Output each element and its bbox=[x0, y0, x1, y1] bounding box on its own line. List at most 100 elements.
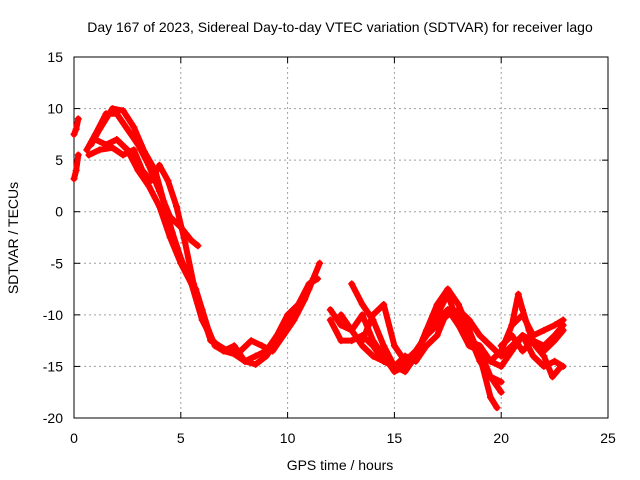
data-point bbox=[119, 107, 127, 115]
data-point bbox=[369, 342, 377, 350]
data-point bbox=[551, 357, 559, 365]
data-point bbox=[476, 331, 484, 339]
data-point bbox=[123, 146, 131, 154]
data-point bbox=[194, 242, 202, 250]
data-point bbox=[358, 301, 366, 309]
data-point bbox=[220, 347, 228, 355]
data-point bbox=[74, 115, 82, 123]
data-point bbox=[487, 393, 495, 401]
data-point bbox=[134, 166, 142, 174]
data-point bbox=[401, 368, 409, 376]
data-point bbox=[187, 237, 195, 245]
data-point bbox=[252, 352, 260, 360]
data-point bbox=[123, 125, 131, 133]
data-point bbox=[487, 342, 495, 350]
axis-ticks: 0 5 10 15 20 25 15 10 5 0 -5 -10 -15 -20 bbox=[43, 49, 616, 446]
x-tick-label: 15 bbox=[387, 430, 403, 446]
data-point bbox=[83, 146, 91, 154]
data-point bbox=[559, 326, 567, 334]
data-point bbox=[314, 275, 322, 283]
series-track-6 bbox=[91, 136, 322, 365]
y-tick-label: 10 bbox=[47, 101, 63, 117]
data-point bbox=[140, 148, 148, 156]
data-point bbox=[96, 125, 104, 133]
data-point bbox=[326, 316, 334, 324]
y-tick-label: 0 bbox=[55, 204, 63, 220]
y-tick-label: 15 bbox=[47, 49, 63, 65]
data-point bbox=[273, 331, 281, 339]
data-point bbox=[164, 177, 172, 185]
data-point bbox=[70, 130, 78, 138]
data-point bbox=[508, 321, 516, 329]
data-point bbox=[422, 342, 430, 350]
chart-title: Day 167 of 2023, Sidereal Day-to-day VTE… bbox=[87, 19, 593, 35]
x-tick-label: 0 bbox=[70, 430, 78, 446]
data-point bbox=[444, 285, 452, 293]
data-point bbox=[508, 347, 516, 355]
series-track-14 bbox=[508, 290, 565, 381]
data-point bbox=[269, 347, 277, 355]
data-point bbox=[241, 357, 249, 365]
data-series bbox=[70, 105, 567, 412]
data-point bbox=[348, 326, 356, 334]
data-point bbox=[119, 151, 127, 159]
data-point bbox=[358, 311, 366, 319]
y-tick-label: -20 bbox=[43, 410, 63, 426]
data-point bbox=[155, 161, 163, 169]
data-point bbox=[454, 301, 462, 309]
data-point bbox=[72, 125, 80, 133]
data-point bbox=[540, 326, 548, 334]
x-tick-label: 25 bbox=[600, 430, 616, 446]
y-tick-label: -10 bbox=[43, 307, 63, 323]
data-point bbox=[108, 144, 116, 152]
data-point bbox=[247, 337, 255, 345]
data-point bbox=[87, 141, 95, 149]
data-point bbox=[348, 337, 356, 345]
data-point bbox=[519, 331, 527, 339]
data-point bbox=[497, 378, 505, 386]
data-point bbox=[358, 337, 366, 345]
data-point bbox=[444, 311, 452, 319]
data-point bbox=[279, 331, 287, 339]
x-tick-label: 10 bbox=[280, 430, 296, 446]
data-point bbox=[262, 347, 270, 355]
data-point bbox=[380, 301, 388, 309]
data-point bbox=[294, 301, 302, 309]
data-point bbox=[91, 136, 99, 144]
data-point bbox=[551, 337, 559, 345]
data-point bbox=[433, 301, 441, 309]
data-point bbox=[85, 151, 93, 159]
data-point bbox=[401, 357, 409, 365]
y-axis-label: SDTVAR / TECUs bbox=[5, 182, 21, 294]
x-tick-label: 20 bbox=[493, 430, 509, 446]
data-point bbox=[540, 352, 548, 360]
data-point bbox=[72, 166, 80, 174]
data-point bbox=[155, 203, 163, 211]
data-point bbox=[284, 311, 292, 319]
data-point bbox=[412, 352, 420, 360]
data-point bbox=[130, 123, 138, 131]
data-point bbox=[96, 146, 104, 154]
data-point bbox=[559, 316, 567, 324]
x-tick-label: 5 bbox=[177, 430, 185, 446]
data-point bbox=[160, 197, 168, 205]
series-track-2 bbox=[70, 151, 82, 183]
data-point bbox=[476, 352, 484, 360]
data-point bbox=[508, 331, 516, 339]
data-point bbox=[187, 280, 195, 288]
data-point bbox=[305, 280, 313, 288]
data-point bbox=[497, 362, 505, 370]
data-point bbox=[369, 352, 377, 360]
data-point bbox=[181, 239, 189, 247]
data-point bbox=[433, 331, 441, 339]
plot-frame bbox=[73, 56, 609, 419]
data-point bbox=[113, 136, 121, 144]
y-tick-label: -15 bbox=[43, 358, 63, 374]
data-point bbox=[130, 146, 138, 154]
data-point bbox=[348, 280, 356, 288]
data-point bbox=[493, 404, 501, 412]
data-point bbox=[108, 105, 116, 113]
data-point bbox=[102, 141, 110, 149]
data-point bbox=[390, 342, 398, 350]
